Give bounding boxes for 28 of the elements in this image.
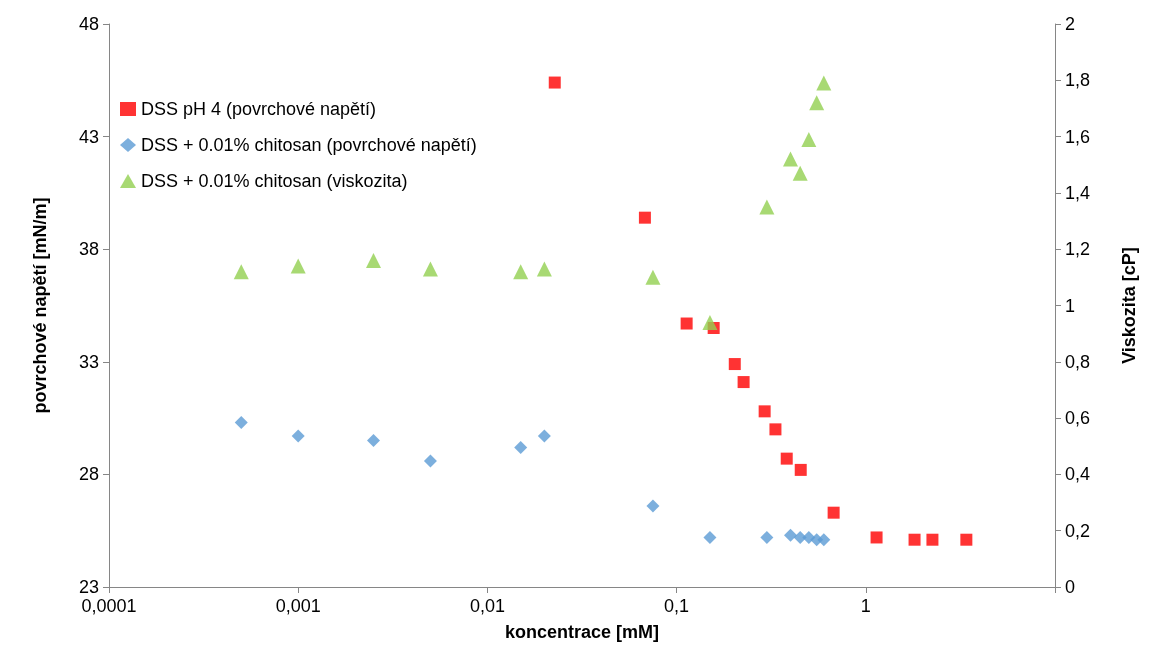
y-tick-label: 33 — [78, 351, 99, 372]
x-tick-label: 0,01 — [469, 596, 505, 616]
y2-tick-label: 0 — [1065, 577, 1076, 597]
x-axis-title: koncentrace [mM] — [504, 622, 660, 642]
legend-label: DSS pH 4 (povrchové napětí) — [141, 99, 377, 119]
y2-tick-label: 1,2 — [1065, 239, 1091, 260]
y2-tick-label: 1,6 — [1065, 126, 1091, 147]
x-tick-label: 0,1 — [664, 596, 690, 616]
y-tick-label: 23 — [78, 577, 99, 597]
y2-tick-label: 0,2 — [1065, 520, 1091, 541]
x-tick-label: 1 — [860, 596, 871, 616]
y2-tick-label: 0,4 — [1065, 464, 1091, 485]
y2-tick-label: 0,6 — [1065, 408, 1091, 429]
y-axis-title: povrchové napětí [mN/m] — [30, 197, 50, 414]
y2-tick-label: 1,4 — [1065, 182, 1091, 203]
y-tick-label: 38 — [78, 239, 99, 260]
y2-tick-label: 0,8 — [1065, 351, 1091, 372]
y2-tick-label: 1,8 — [1065, 70, 1091, 91]
legend-label: DSS + 0.01% chitosan (povrchové napětí) — [141, 135, 477, 155]
x-tick-label: 0,0001 — [81, 596, 137, 616]
y-tick-label: 28 — [78, 464, 99, 485]
legend-label: DSS + 0.01% chitosan (viskozita) — [141, 171, 408, 191]
y2-tick-label: 1 — [1065, 295, 1076, 316]
y2-tick-label: 2 — [1065, 14, 1076, 34]
y2-axis-title: Viskozita [cP] — [1119, 247, 1139, 364]
y-tick-label: 43 — [78, 126, 99, 147]
y-tick-label: 48 — [78, 14, 99, 34]
x-tick-label: 0,001 — [275, 596, 321, 616]
